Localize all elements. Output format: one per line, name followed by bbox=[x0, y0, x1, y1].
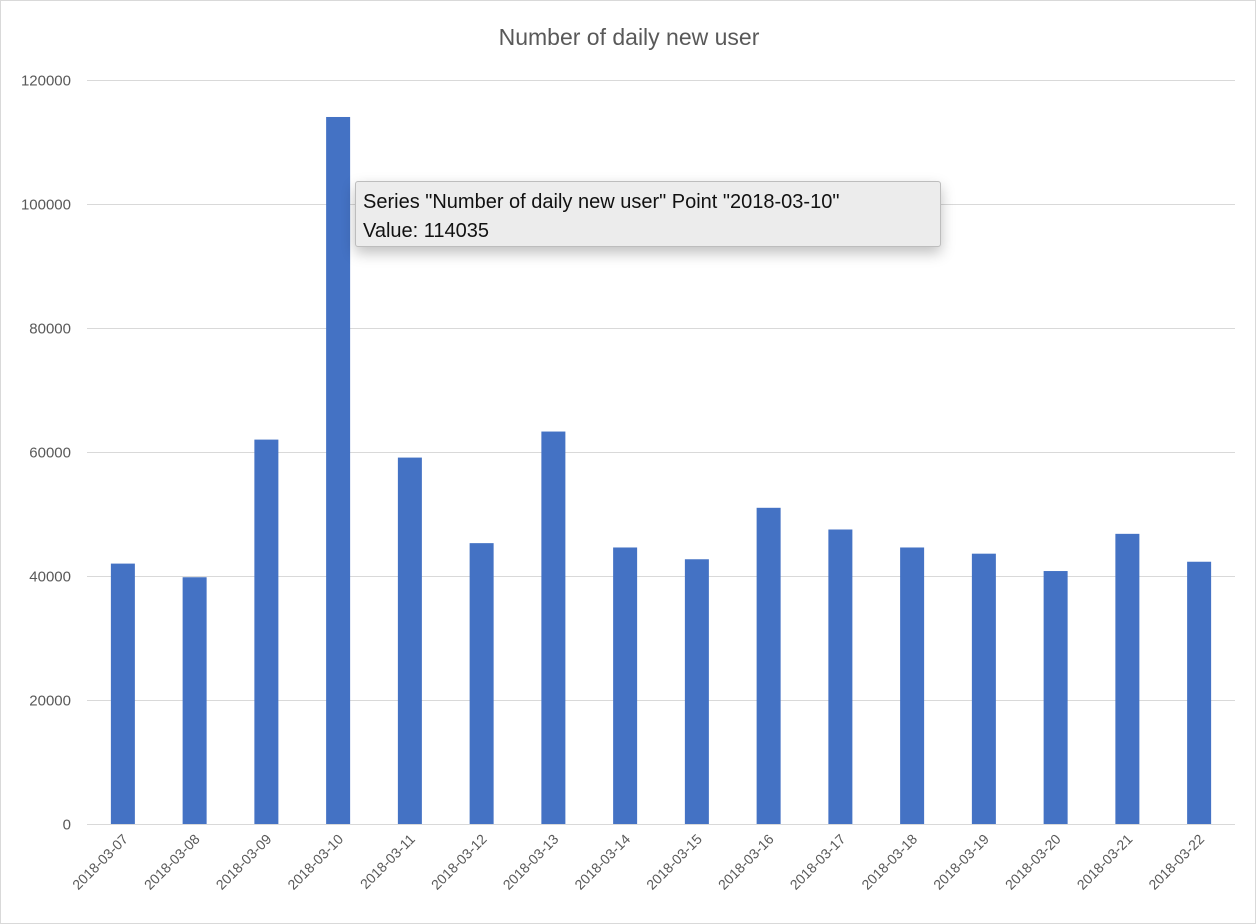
x-tick-label: 2018-03-17 bbox=[787, 831, 849, 893]
bar[interactable] bbox=[1187, 562, 1211, 824]
bar[interactable] bbox=[398, 458, 422, 824]
x-tick-label: 2018-03-12 bbox=[428, 831, 490, 893]
x-axis-tick-labels: 2018-03-07 2018-03-08 2018-03-09 2018-03-10… bbox=[69, 831, 1207, 893]
x-tick-label: 2018-03-18 bbox=[858, 831, 920, 893]
x-tick-label: 2018-03-10 bbox=[284, 831, 346, 893]
bar[interactable] bbox=[1044, 571, 1068, 824]
bar[interactable] bbox=[254, 440, 278, 824]
y-tick-label: 60000 bbox=[29, 445, 71, 462]
x-tick-label: 2018-03-13 bbox=[500, 831, 562, 893]
x-tick-label: 2018-03-20 bbox=[1002, 831, 1064, 893]
x-tick-label: 2018-03-19 bbox=[930, 831, 992, 893]
x-tick-label: 2018-03-22 bbox=[1145, 831, 1207, 893]
y-tick-label: 20000 bbox=[29, 693, 71, 710]
tooltip-series-point-text: Series "Number of daily new user" Point … bbox=[363, 188, 940, 217]
y-tick-label: 120000 bbox=[21, 73, 71, 90]
bar[interactable] bbox=[326, 117, 350, 824]
bar[interactable] bbox=[828, 530, 852, 825]
bar[interactable] bbox=[111, 564, 135, 824]
bar[interactable] bbox=[972, 554, 996, 824]
x-tick-label: 2018-03-08 bbox=[141, 831, 203, 893]
x-tick-label: 2018-03-21 bbox=[1074, 831, 1136, 893]
data-point-tooltip: Series "Number of daily new user" Point … bbox=[355, 181, 941, 247]
bar[interactable] bbox=[541, 432, 565, 824]
bar[interactable] bbox=[685, 559, 709, 824]
x-tick-label: 2018-03-09 bbox=[213, 831, 275, 893]
y-tick-label: 40000 bbox=[29, 569, 71, 586]
bar[interactable] bbox=[757, 508, 781, 824]
x-tick-label: 2018-03-15 bbox=[643, 831, 705, 893]
x-tick-label: 2018-03-16 bbox=[715, 831, 777, 893]
y-tick-label: 0 bbox=[63, 817, 71, 834]
tooltip-value-text: Value: 114035 bbox=[363, 217, 940, 246]
x-tick-label: 2018-03-14 bbox=[571, 831, 633, 893]
chart-title: Number of daily new user bbox=[499, 24, 760, 50]
bar[interactable] bbox=[900, 547, 924, 824]
bar[interactable] bbox=[613, 547, 637, 824]
bar[interactable] bbox=[183, 577, 207, 824]
x-tick-label: 2018-03-11 bbox=[357, 831, 418, 892]
y-tick-label: 80000 bbox=[29, 321, 71, 338]
y-axis-tick-labels: 0 20000 40000 60000 80000 100000 120000 bbox=[21, 73, 71, 834]
x-tick-label: 2018-03-07 bbox=[69, 831, 131, 893]
bar[interactable] bbox=[1115, 534, 1139, 824]
y-tick-label: 100000 bbox=[21, 197, 71, 214]
bar[interactable] bbox=[470, 543, 494, 824]
